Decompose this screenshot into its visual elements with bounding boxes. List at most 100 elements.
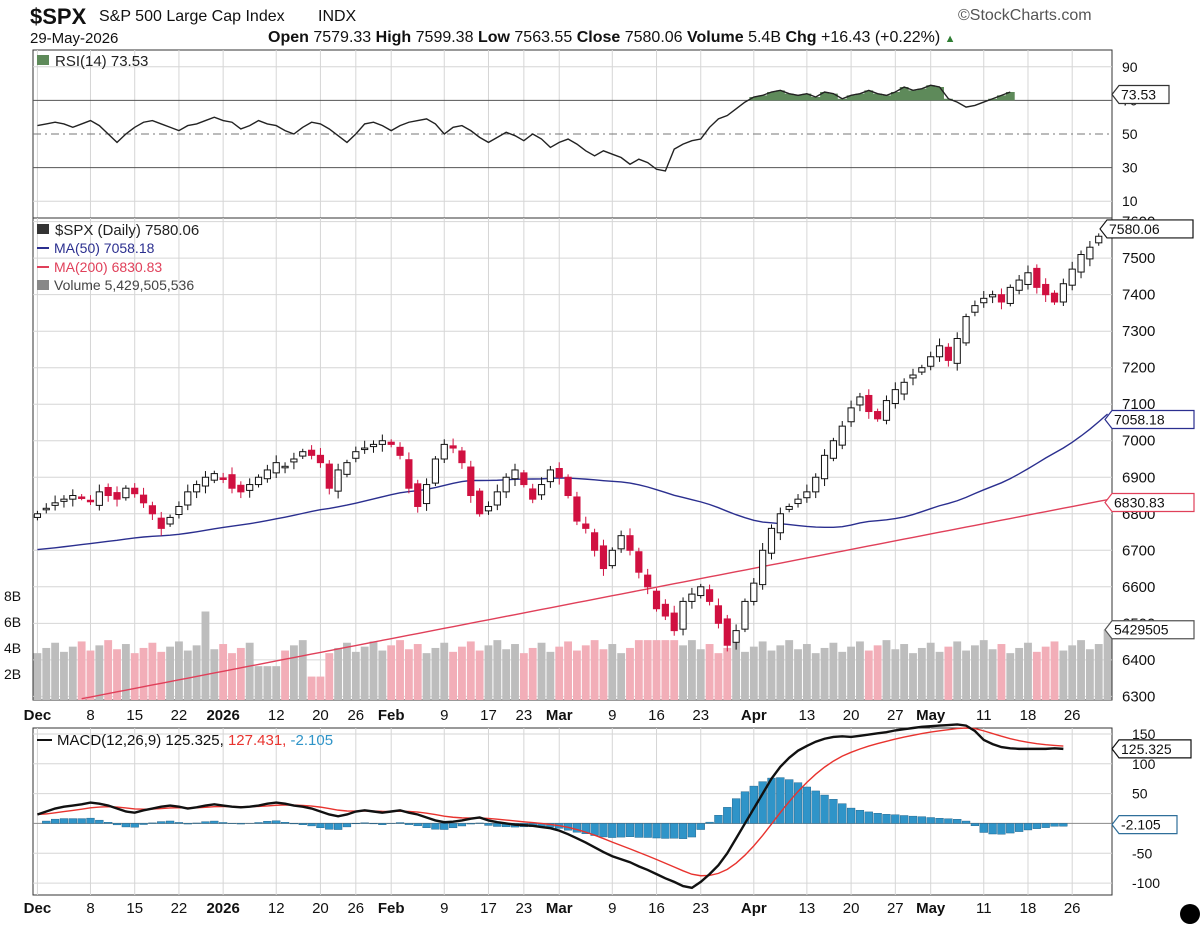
macd-histogram-bar [802,786,811,824]
macd-histogram-bar [846,807,856,824]
candle-body [1015,279,1023,291]
volume-bar [422,653,431,700]
volume-current-tag: 5429505 [1104,620,1195,640]
candle [387,439,395,448]
candle-body [139,494,148,504]
macd-histogram-bar [617,823,626,838]
candle [679,597,687,636]
volume-bar [369,641,378,700]
macd-histogram-bar [210,820,219,824]
candle-body [131,487,139,495]
macd-histogram-bar [413,823,422,827]
candle-body [334,469,342,492]
macd-histogram-bar [1015,823,1024,832]
candle-body [750,582,758,602]
x-tick: 18 [1020,900,1037,917]
candle [414,479,422,513]
macd-histogram-bar [882,814,891,824]
volume-bar [997,644,1006,700]
x-axis: Dec 8 15 22 2026 12 20 26 Feb 9 17 23 Mar 9 16 23 Apr 13 2… [24,707,1081,917]
volume-bar [192,645,201,700]
x-tick: 15 [126,900,143,917]
rsi-current-tag-box [1111,84,1170,105]
candle-body [1042,283,1050,296]
volume-bar [785,640,794,700]
rsi-current-tag: 73.53 [1111,84,1170,105]
volume-bar [988,649,997,700]
candle-body [166,516,174,525]
candle-body [573,496,581,522]
macd-histogram-bar [625,823,635,837]
volume-bar [864,650,873,700]
volume-bar [838,651,847,700]
candle [573,491,581,526]
symbol-title: $SPX [30,4,87,29]
x-tick: 12 [268,900,285,917]
price-y-tick: 6300 [1122,688,1155,705]
candle [750,578,758,606]
macd-histogram-bar [1059,823,1068,827]
volume-bar [484,645,493,700]
candle-body [201,476,210,487]
candle [113,486,121,507]
candle-body [352,451,360,459]
macd-histogram-bar [42,820,51,824]
macd-histogram-bar [457,823,467,827]
candle-body [697,586,705,597]
volume-bar [219,644,228,700]
candle-body [511,469,519,480]
macd-histogram-bar [926,817,935,824]
macd-histogram-bar [104,822,113,824]
x-tick: Apr [741,900,767,917]
candle-body [405,459,413,489]
macd-histogram-bar [873,813,882,824]
candle [69,489,77,507]
candle-body [635,551,643,573]
volume-bar [953,641,962,700]
volume-bar [343,642,351,700]
volume-bar [502,649,511,700]
macd-legend: MACD(12,26,9) 125.325, 127.431, -2.105 [57,732,333,749]
price-legend-icon [37,224,49,234]
candle-body [237,484,245,493]
candle-body [246,484,254,491]
macd-y-tick: -100 [1132,875,1160,891]
volume-bar [175,641,183,700]
macd-histogram-bar [811,790,820,824]
price-y-tick: 6600 [1122,579,1155,596]
source-credit[interactable]: ©StockCharts.com [958,7,1092,24]
candle-body [254,476,263,486]
x-tick: 13 [799,900,816,917]
volume-bar [1068,645,1077,700]
macd-histogram-bar [236,823,245,825]
chg-value: +16.43 (+0.22%) [821,29,941,46]
macd-histogram-bar [652,823,661,839]
volume-bar [1032,651,1041,700]
volume-bar [599,649,608,700]
candle-body [856,396,864,406]
candle [617,530,625,553]
candle-body [431,458,440,484]
candle-body [193,484,201,493]
candle-body [794,498,802,505]
volume-bar [979,640,988,700]
candle-body [812,476,820,493]
candle-body [69,495,77,500]
candle [95,484,103,511]
candle [343,459,351,478]
candle [104,483,112,502]
candle-body [732,630,740,643]
candle-body [361,447,369,451]
volume-legend: Volume 5,429,505,536 [54,277,194,293]
volume-bar [272,666,281,700]
candle [608,547,616,569]
volume-bar [900,644,909,700]
macd-histogram-bar [687,823,697,838]
volume-bar [475,650,484,700]
macd-histogram-bar [219,822,228,824]
candle-body [502,476,510,493]
x-tick: 9 [440,707,448,724]
x-tick: 20 [312,900,329,917]
ma200-current-tag-box [1104,492,1195,513]
